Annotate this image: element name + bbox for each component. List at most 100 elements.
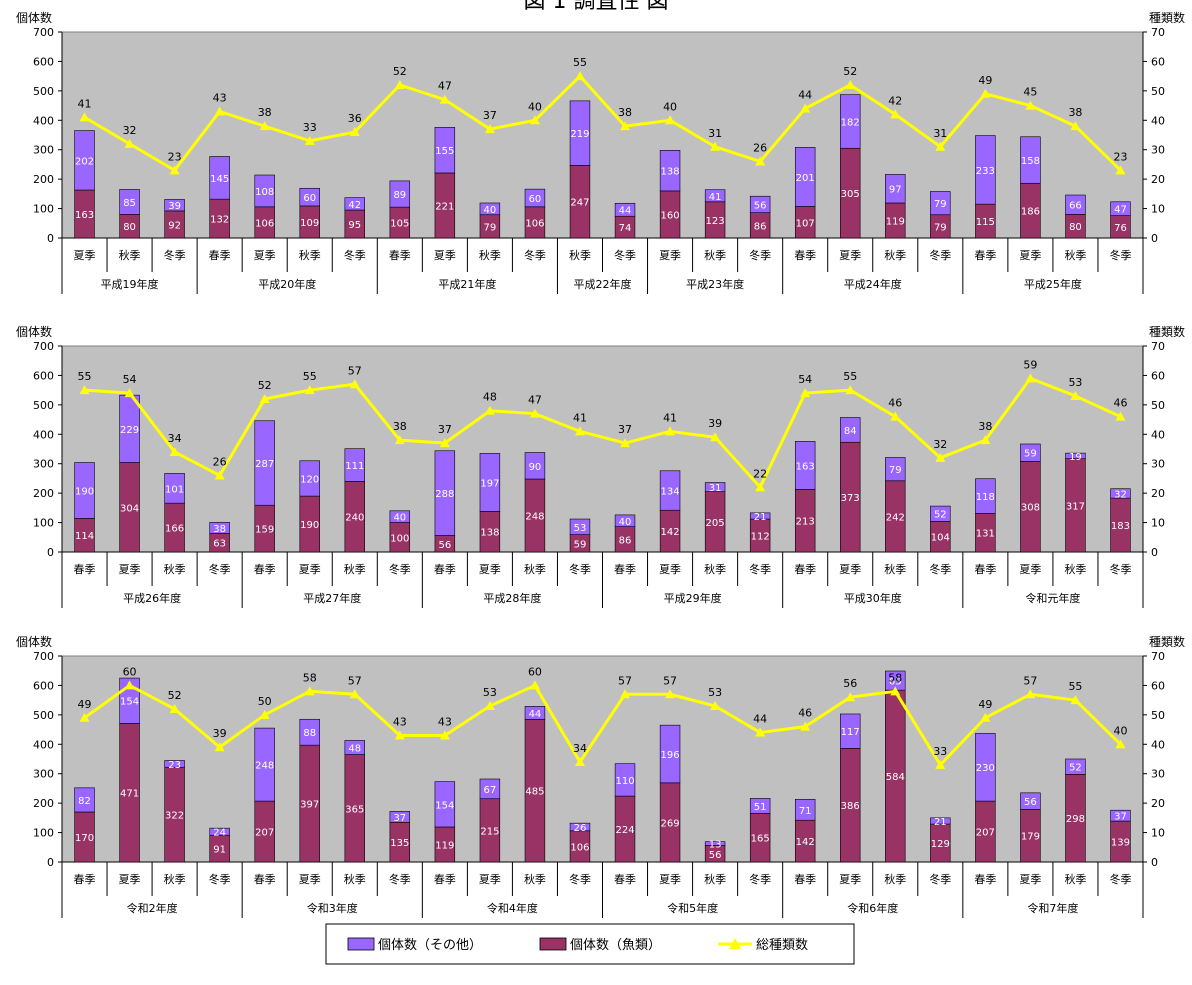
species-line [83,73,1122,173]
bar-fish-label: 63 [213,539,226,550]
category-label: 夏季 [839,563,861,576]
species-label: 31 [708,127,722,140]
species-line [84,376,1122,490]
bar-other [930,505,951,522]
species-label: 23 [1113,150,1127,163]
category-label: 冬季 [749,872,771,886]
species-point [394,730,405,740]
right-tick-label: 0 [1151,546,1158,559]
category-label: 秋季 [704,248,726,262]
species-label: 58 [888,671,902,684]
species-point [1115,739,1126,749]
bar-other [614,514,636,527]
bar-fish-label: 166 [165,524,184,535]
group-label: 平成30年度 [844,591,902,605]
species-label: 58 [303,671,317,684]
species-point [214,742,225,752]
bar-other [344,740,365,755]
species-point [574,756,585,766]
bar-other [434,450,456,536]
species-point [935,759,946,769]
bar-fish-label: 95 [348,220,361,231]
bar-other-label: 40 [484,205,497,216]
species-point [935,452,946,462]
bar-fish-label: 221 [435,201,454,212]
category-label: 冬季 [164,248,186,262]
species-point [169,165,180,175]
bar-fish-label: 86 [619,535,632,546]
bar-fish-label: 107 [796,218,815,229]
category-label: 冬季 [569,872,591,886]
category-label: 春季 [794,873,816,886]
bar-fish-label: 91 [213,845,226,856]
category-label: 秋季 [164,872,186,886]
bar-other-label: 138 [661,167,680,178]
species-point [169,446,180,456]
left-tick-label: 700 [33,340,54,353]
bar-fish-label: 207 [255,828,274,839]
category-label: 冬季 [929,872,951,886]
category-label: 春季 [614,563,636,576]
bar-other-label: 111 [345,461,364,472]
bar-other-label: 108 [255,187,274,198]
species-point [529,680,540,690]
bar-other [119,189,140,215]
bar-other [794,147,816,207]
species-point [665,689,676,699]
left-tick-label: 0 [47,856,54,869]
category-label: 夏季 [659,563,681,576]
right-tick-label: 70 [1151,340,1165,353]
bar-other-label: 288 [435,489,454,500]
species-point [620,121,631,131]
category-label: 春季 [974,563,996,576]
plot-area [61,655,1144,863]
bar-other-label: 110 [615,776,634,787]
bar-other [209,827,230,836]
species-label: 47 [528,394,542,407]
bar-other [209,156,230,200]
bar-other-label: 90 [529,462,542,473]
bar-other [1020,136,1041,184]
species-label: 46 [798,707,812,720]
species-label: 44 [798,89,812,102]
species-point [890,411,901,421]
bar-other [1110,201,1131,216]
group-label: 令和2年度 [127,901,178,915]
category-label: 秋季 [1064,562,1086,576]
category-label: 秋季 [1064,872,1086,886]
bar-fish-label: 304 [120,503,139,514]
bar-fish-label: 106 [525,218,544,229]
bar-other-label: 287 [255,459,274,470]
species-point [574,71,585,81]
species-label: 60 [123,665,137,678]
bar-other [299,718,320,746]
bar-other [794,799,816,821]
category-label: 夏季 [1019,563,1041,576]
left-tick-label: 0 [47,232,54,245]
bar-other-label: 163 [796,461,815,472]
bar-other-label: 154 [435,800,454,811]
species-label: 40 [663,100,677,113]
category-label: 秋季 [1064,248,1086,262]
species-point [710,432,721,442]
left-tick-label: 400 [33,428,54,441]
bar-fish-label: 119 [435,840,454,851]
group-label: 平成27年度 [303,591,361,605]
bar-other-label: 52 [1069,763,1082,774]
bar-fish-label: 163 [75,210,94,221]
bar-other-label: 219 [570,129,589,140]
right-tick-label: 40 [1151,428,1165,441]
bar-other [569,822,591,832]
bar-other-label: 229 [120,425,139,436]
species-point [890,109,901,119]
bar-other [975,478,996,514]
bar-other [885,174,906,204]
bar-fish-label: 114 [75,531,94,542]
species-label: 57 [618,674,632,687]
bar-other-label: 60 [303,193,316,204]
bar-fish-label: 386 [841,801,860,812]
bar-other-label: 31 [709,483,722,494]
bar-fish-label: 322 [165,811,184,822]
bar-fish-label: 584 [886,772,905,783]
species-label: 32 [933,438,947,451]
